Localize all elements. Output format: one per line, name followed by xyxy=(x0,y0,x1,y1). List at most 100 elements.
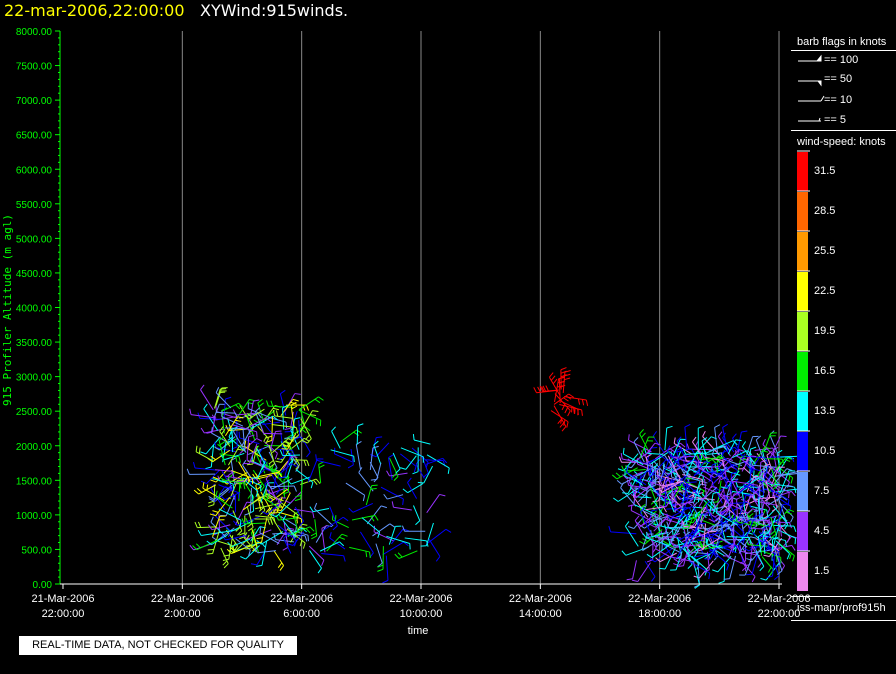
wind-barb xyxy=(366,505,387,525)
colorbar-label: 1.5 xyxy=(814,565,830,577)
barb-shaft xyxy=(407,483,424,494)
barb-shaft xyxy=(675,501,693,506)
wind-barb xyxy=(750,459,776,468)
barb-flag xyxy=(687,453,693,458)
y-tick-label: 2000.00 xyxy=(16,442,53,453)
barb-flag xyxy=(295,466,300,472)
barb-flag xyxy=(748,513,754,518)
barb-flag xyxy=(278,514,283,520)
wind-barb xyxy=(192,462,217,471)
barb-flag xyxy=(791,545,796,551)
barb-flag xyxy=(675,494,680,500)
barb-flag xyxy=(726,564,730,571)
barb-flag xyxy=(228,431,232,438)
barb-flag xyxy=(302,404,306,411)
wind-barb xyxy=(265,400,294,408)
wind-barb xyxy=(620,453,647,465)
wind-barb xyxy=(696,453,724,461)
barb-flag xyxy=(794,486,797,494)
barb-flag xyxy=(617,468,624,472)
barb-flag xyxy=(654,497,659,503)
barb-shaft xyxy=(698,465,719,469)
barb-flag xyxy=(255,407,261,413)
wind-barb xyxy=(348,503,374,513)
barb-flag xyxy=(645,453,652,458)
wind-barb xyxy=(742,562,756,583)
barb-shaft xyxy=(746,436,754,456)
wind-barb xyxy=(242,529,272,540)
wind-barb xyxy=(251,460,266,479)
wind-barb xyxy=(382,555,389,584)
barb-shaft xyxy=(644,442,656,457)
barb-shaft xyxy=(389,472,408,477)
barb-flag xyxy=(285,487,291,494)
barb-flag xyxy=(212,476,219,480)
wind-barb xyxy=(214,441,238,453)
legend-divider xyxy=(791,130,896,131)
wind-barb xyxy=(715,506,739,526)
wind-barb xyxy=(273,550,285,571)
wind-barb xyxy=(281,433,297,450)
barb-shaft xyxy=(748,519,770,522)
y-tick-label: 6000.00 xyxy=(16,165,53,176)
barb-flag xyxy=(192,545,198,551)
wind-barb xyxy=(215,490,233,509)
wind-barb xyxy=(739,558,753,576)
barb-flag xyxy=(651,509,658,512)
barb-flag xyxy=(666,526,673,530)
barb-flag xyxy=(250,563,258,566)
barb-flag xyxy=(294,436,301,440)
barb-flag xyxy=(228,487,233,494)
barb-flag xyxy=(693,501,698,507)
wind-barb xyxy=(626,560,637,581)
barb-shaft xyxy=(625,546,649,556)
barb-shaft xyxy=(214,486,232,502)
barb-flag xyxy=(357,423,364,427)
barb-shaft xyxy=(372,523,391,537)
barb-flag xyxy=(715,540,719,547)
barb-shaft xyxy=(272,532,293,535)
barb-flag xyxy=(752,508,759,512)
barb-flag xyxy=(626,578,633,581)
barb-flag xyxy=(735,521,741,526)
barb-flag xyxy=(197,530,202,536)
barb-shaft xyxy=(400,453,417,467)
barb-flag xyxy=(295,464,300,470)
barb-flag xyxy=(222,560,228,566)
barb-shaft xyxy=(211,524,231,531)
wind-barb xyxy=(291,417,301,441)
barb-flag xyxy=(763,502,770,505)
wind-barb xyxy=(295,469,314,489)
barb-flag xyxy=(682,448,687,455)
wind-barb xyxy=(388,525,402,545)
barb-flag xyxy=(301,527,308,533)
barb-flag xyxy=(608,525,612,532)
barb-flag xyxy=(786,553,791,560)
wind-barb xyxy=(770,489,790,506)
barb-flag xyxy=(268,496,274,501)
barb-flag xyxy=(362,495,366,502)
barb-flag xyxy=(218,492,221,499)
barb-flag xyxy=(186,468,190,475)
wind-barb xyxy=(704,540,721,560)
wind-barb xyxy=(621,465,646,472)
wind-barb xyxy=(715,540,733,560)
barb-flag xyxy=(198,447,201,454)
wind-barb xyxy=(675,501,697,508)
wind-barb xyxy=(726,535,752,544)
barb-flag xyxy=(581,409,583,416)
wind-barb xyxy=(246,506,254,532)
barb-flag xyxy=(673,483,678,489)
barb-flag xyxy=(651,576,656,582)
wind-barb xyxy=(711,462,719,482)
barb-flag xyxy=(700,483,707,486)
barb-shaft xyxy=(286,459,294,478)
wind-barb xyxy=(309,506,330,513)
barb-flag xyxy=(248,526,254,532)
wind-barb xyxy=(195,445,215,462)
wind-barb xyxy=(564,396,589,406)
wind-barb xyxy=(197,530,224,536)
barb-shaft xyxy=(736,516,758,520)
barb-shaft xyxy=(746,484,764,503)
barb-flag xyxy=(371,484,378,487)
